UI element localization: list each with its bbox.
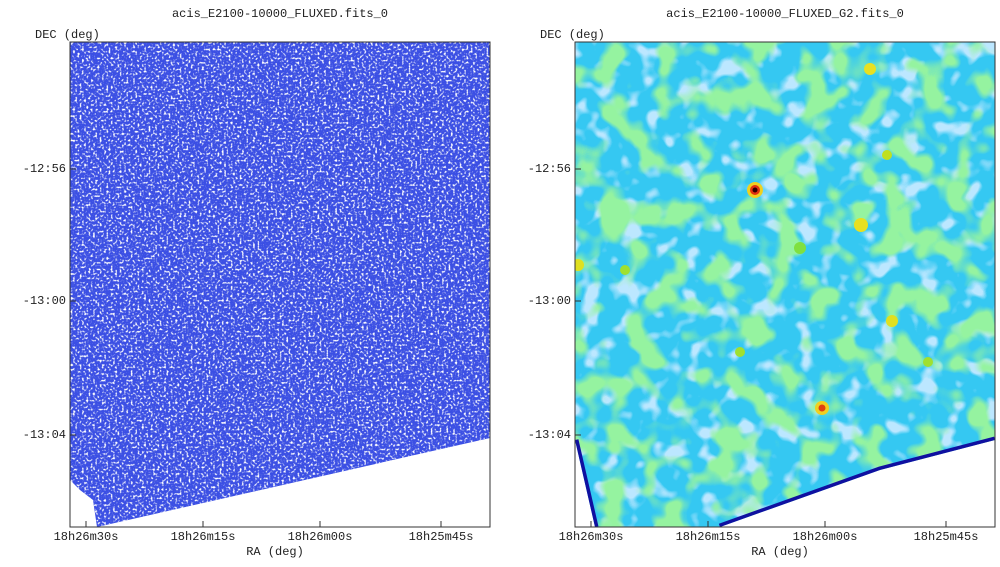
sources bbox=[575, 63, 933, 415]
image-smoothed bbox=[575, 42, 995, 527]
x-tick-label: 18h26m30s bbox=[54, 530, 119, 544]
plot-frame bbox=[574, 41, 996, 528]
x-tick-label: 18h26m15s bbox=[676, 530, 741, 544]
x-tick-label: 18h25m45s bbox=[409, 530, 474, 544]
x-tick-label: 18h25m45s bbox=[914, 530, 979, 544]
image-raw bbox=[70, 42, 490, 527]
x-axis-label: RA (deg) bbox=[246, 545, 304, 559]
y-tick-label: -13:00 bbox=[23, 294, 66, 308]
y-tick-label: -12:56 bbox=[528, 162, 571, 176]
y-tick-label: -13:00 bbox=[528, 294, 571, 308]
x-tick-label: 18h26m00s bbox=[288, 530, 353, 544]
y-tick-label: -13:04 bbox=[23, 428, 66, 442]
x-tick-label: 18h26m00s bbox=[793, 530, 858, 544]
y-axis-label: DEC (deg) bbox=[35, 28, 100, 42]
x-tick-label: 18h26m15s bbox=[171, 530, 236, 544]
plot-frame bbox=[69, 41, 491, 528]
x-axis-label: RA (deg) bbox=[751, 545, 809, 559]
panel-title: acis_E2100-10000_FLUXED_G2.fits_0 bbox=[666, 7, 904, 21]
y-tick-label: -13:04 bbox=[528, 428, 571, 442]
y-axis-label: DEC (deg) bbox=[540, 28, 605, 42]
panel-title: acis_E2100-10000_FLUXED.fits_0 bbox=[172, 7, 388, 21]
x-tick-label: 18h26m30s bbox=[559, 530, 624, 544]
y-tick-label: -12:56 bbox=[23, 162, 66, 176]
